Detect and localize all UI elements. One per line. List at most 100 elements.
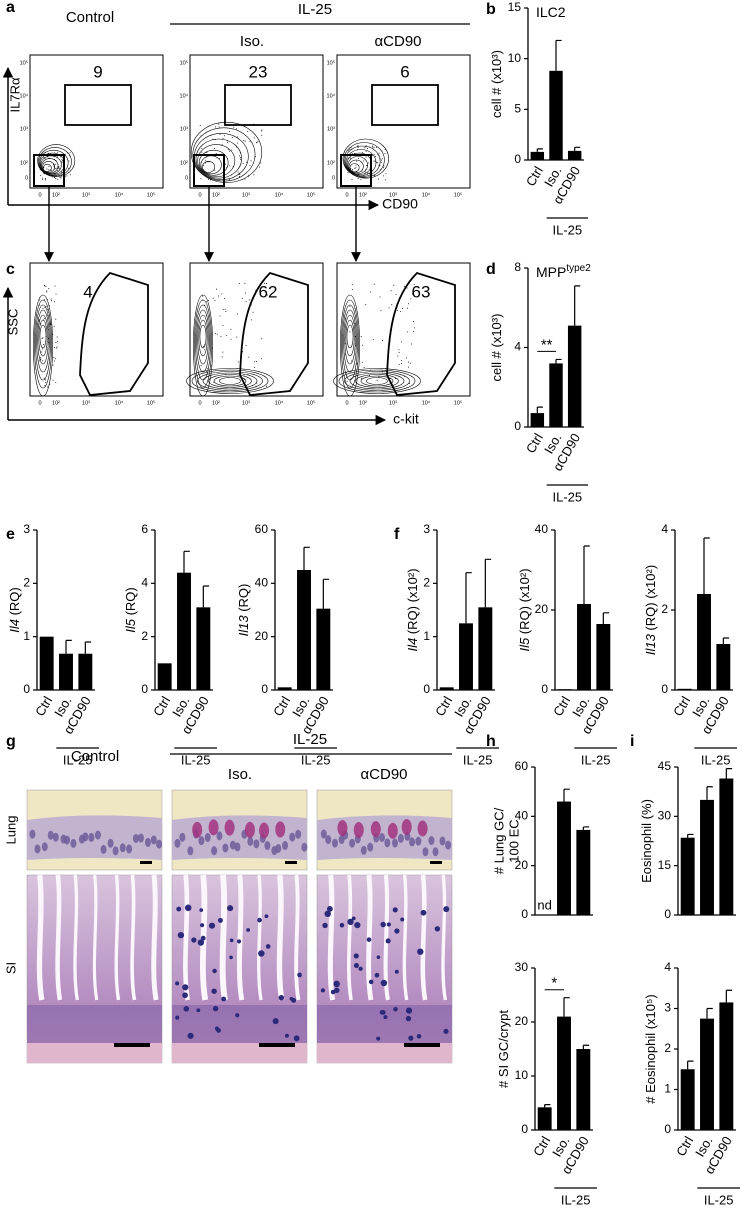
contour [198,319,208,357]
event-dot [400,311,402,313]
event-dot [199,124,201,126]
goblet-cell [322,922,328,929]
event-dot [219,133,221,135]
event-dot [360,335,362,337]
y-axis-label: Il13 (RQ) (x10²) [643,565,658,655]
event-dot [221,144,223,146]
event-dot [388,307,390,309]
nucleus [445,840,452,850]
y-axis-label-text: (RQ) [7,587,22,615]
event-dot [373,154,375,156]
event-dot [245,344,247,346]
flow-y-tick: 10² [327,160,335,166]
nucleus [384,838,391,848]
event-dot [233,126,235,128]
nucleus [409,837,416,847]
y-tick-label: 4 [141,576,148,590]
goblet-cell [376,955,381,960]
gate-ilc2 [64,84,132,126]
significance-label: * [551,975,557,992]
goblet-cell [405,1007,413,1014]
event-dot [351,284,353,286]
nucleus [150,835,157,845]
event-dot [201,151,203,153]
event-dot [350,147,352,149]
goblet-cell [200,923,205,928]
contour [195,138,242,179]
event-dot [408,303,410,305]
bar [549,363,563,427]
event-dot [239,173,241,175]
event-dot [222,351,224,353]
flow-x-tick: 0 [198,400,201,406]
event-dot [218,295,220,297]
event-dot [222,138,224,140]
bar [697,594,711,690]
event-dot [372,146,374,148]
contour [190,121,263,183]
event-dot [398,349,400,351]
y-axis-label: Il5 (RQ) (x10²) [517,568,532,651]
group-label: IL-25 [553,222,583,237]
header-group: IL-25 [293,731,327,748]
event-dot [44,285,46,287]
event-dot [43,167,45,169]
event-dot [350,157,352,159]
villus-gap [219,874,228,1001]
event-dot [56,156,58,158]
event-dot [64,175,66,177]
event-dot [351,289,353,291]
event-dot [395,293,397,295]
event-dot [248,299,250,301]
flow-x-tick: 10³ [389,400,397,406]
event-dot [363,160,365,162]
bar [700,1018,714,1130]
scale-bar [430,861,442,864]
y-axis-label-text: (RQ) (x10²) [405,568,420,634]
event-dot [398,351,400,353]
y-tick-label: 30 [658,809,672,823]
event-dot [46,168,48,170]
error-bar [706,1007,713,1019]
event-dot [250,160,252,162]
goblet-cell [417,820,428,837]
panel-label: i [630,733,634,750]
y-tick-label: 8 [514,260,521,274]
panel-label: g [6,733,16,750]
bar [700,799,714,915]
nucleus [187,846,194,856]
error-bar [563,788,570,802]
y-tick-label: 0 [521,1122,528,1136]
event-dot [244,178,246,180]
event-dot [365,156,367,158]
nucleus [211,846,218,856]
error-bar [183,550,190,573]
event-dot [385,179,387,181]
flow-y-tick: 10² [20,160,28,166]
y-tick-label: 1 [423,629,430,643]
event-dot [222,324,224,326]
event-dot [356,160,358,162]
y-tick-label: 2 [664,1041,671,1055]
bar [297,570,311,690]
event-dot [381,158,383,160]
flow-x-tick: 10³ [242,400,250,406]
event-dot [218,126,220,128]
event-dot [261,134,263,136]
event-dot [53,356,55,358]
y-tick-label: 0 [514,152,521,166]
significance-label: ** [541,336,553,353]
event-dot [205,371,207,373]
goblet-cell [177,931,185,939]
contour [197,314,209,365]
contour [349,163,360,173]
flow-y-tick: 10³ [20,126,28,132]
event-dot [244,140,246,142]
y-tick-label: 45 [658,759,672,773]
event-dot [48,165,50,167]
goblet-cell [358,966,363,971]
nucleus [295,829,302,839]
event-dot [249,140,251,142]
bar [557,801,571,915]
gate-lin [33,154,65,187]
